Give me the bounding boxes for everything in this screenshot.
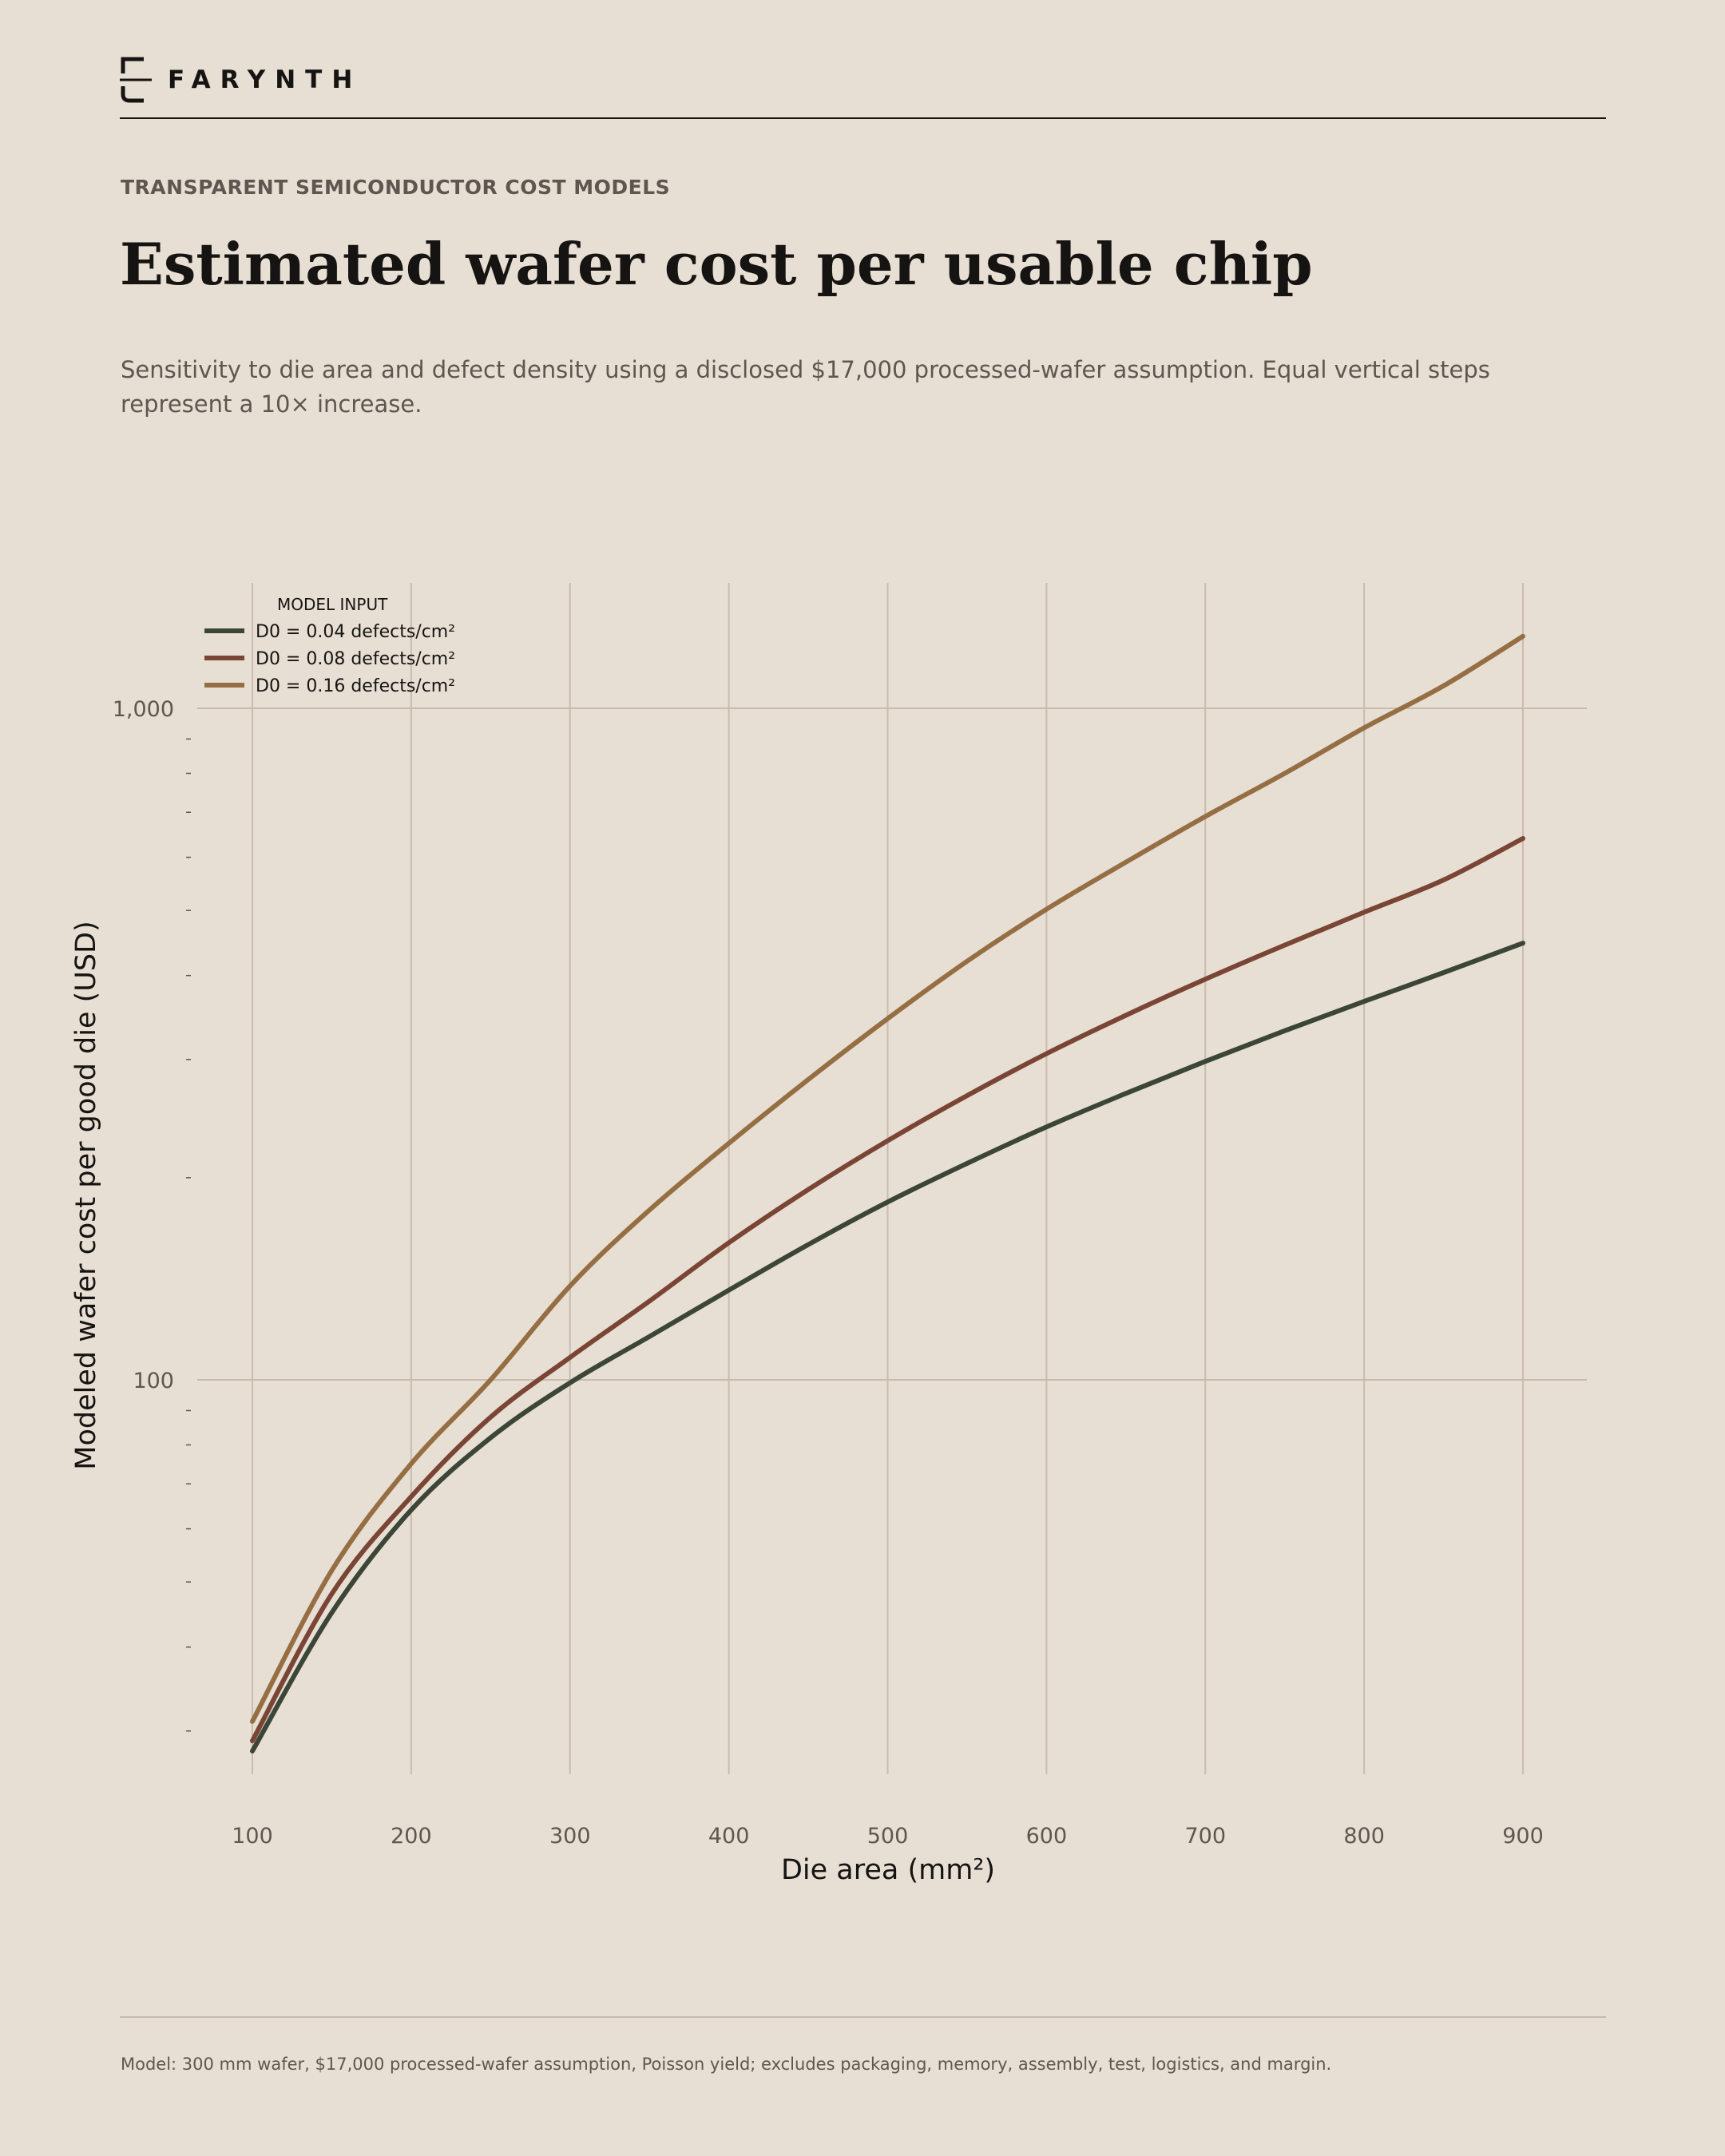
x-tick-label: 800 bbox=[1343, 1824, 1385, 1849]
legend-entry-1: D0 = 0.04 defects/cm² bbox=[256, 622, 455, 642]
header-rule bbox=[120, 117, 1606, 119]
x-tick-label: 100 bbox=[232, 1824, 273, 1849]
x-axis-label: Die area (mm²) bbox=[781, 1854, 995, 1886]
chart-grid bbox=[197, 583, 1587, 1774]
y-axis-ticks: 100 1,000 bbox=[113, 697, 174, 1393]
x-axis-ticks: 100 200 300 400 500 600 700 800 900 bbox=[232, 1824, 1544, 1849]
chart-series bbox=[250, 633, 1525, 1754]
brand: FARYNTH bbox=[120, 56, 362, 104]
page-subtitle: Sensitivity to die area and defect densi… bbox=[121, 356, 1490, 418]
y-minor-ticks bbox=[186, 738, 191, 1732]
footnote: Model: 300 mm wafer, $17,000 processed-w… bbox=[121, 2055, 1332, 2074]
x-tick-label: 200 bbox=[391, 1824, 432, 1849]
x-tick-label: 700 bbox=[1184, 1824, 1226, 1849]
legend-title: MODEL INPUT bbox=[277, 595, 388, 614]
eyebrow-label: TRANSPARENT SEMICONDUCTOR COST MODELS bbox=[121, 176, 671, 199]
footer-rule bbox=[120, 2016, 1606, 2018]
farynth-bracket-logo-icon bbox=[120, 57, 152, 103]
x-tick-label: 900 bbox=[1502, 1824, 1544, 1849]
chart-legend: MODEL INPUT D0 = 0.04 defects/cm² D0 = 0.… bbox=[204, 595, 455, 696]
brand-name: FARYNTH bbox=[168, 65, 363, 94]
legend-entry-2: D0 = 0.08 defects/cm² bbox=[256, 649, 455, 669]
series-line-1 bbox=[250, 941, 1525, 1754]
x-tick-label: 400 bbox=[708, 1824, 750, 1849]
x-tick-label: 500 bbox=[867, 1824, 909, 1849]
legend-entry-3: D0 = 0.16 defects/cm² bbox=[256, 676, 455, 696]
y-axis-label: Modeled wafer cost per good die (USD) bbox=[70, 921, 102, 1470]
y-tick-label: 100 bbox=[133, 1369, 174, 1393]
x-tick-label: 600 bbox=[1026, 1824, 1068, 1849]
chart: 100 200 300 400 500 600 700 800 900 100 1,000 Die… bbox=[70, 583, 1587, 1886]
y-tick-label: 1,000 bbox=[113, 697, 174, 722]
x-tick-label: 300 bbox=[549, 1824, 591, 1849]
series-line-2 bbox=[250, 836, 1525, 1744]
page-title: Estimated wafer cost per usable chip bbox=[120, 230, 1313, 298]
series-line-3 bbox=[250, 633, 1525, 1724]
